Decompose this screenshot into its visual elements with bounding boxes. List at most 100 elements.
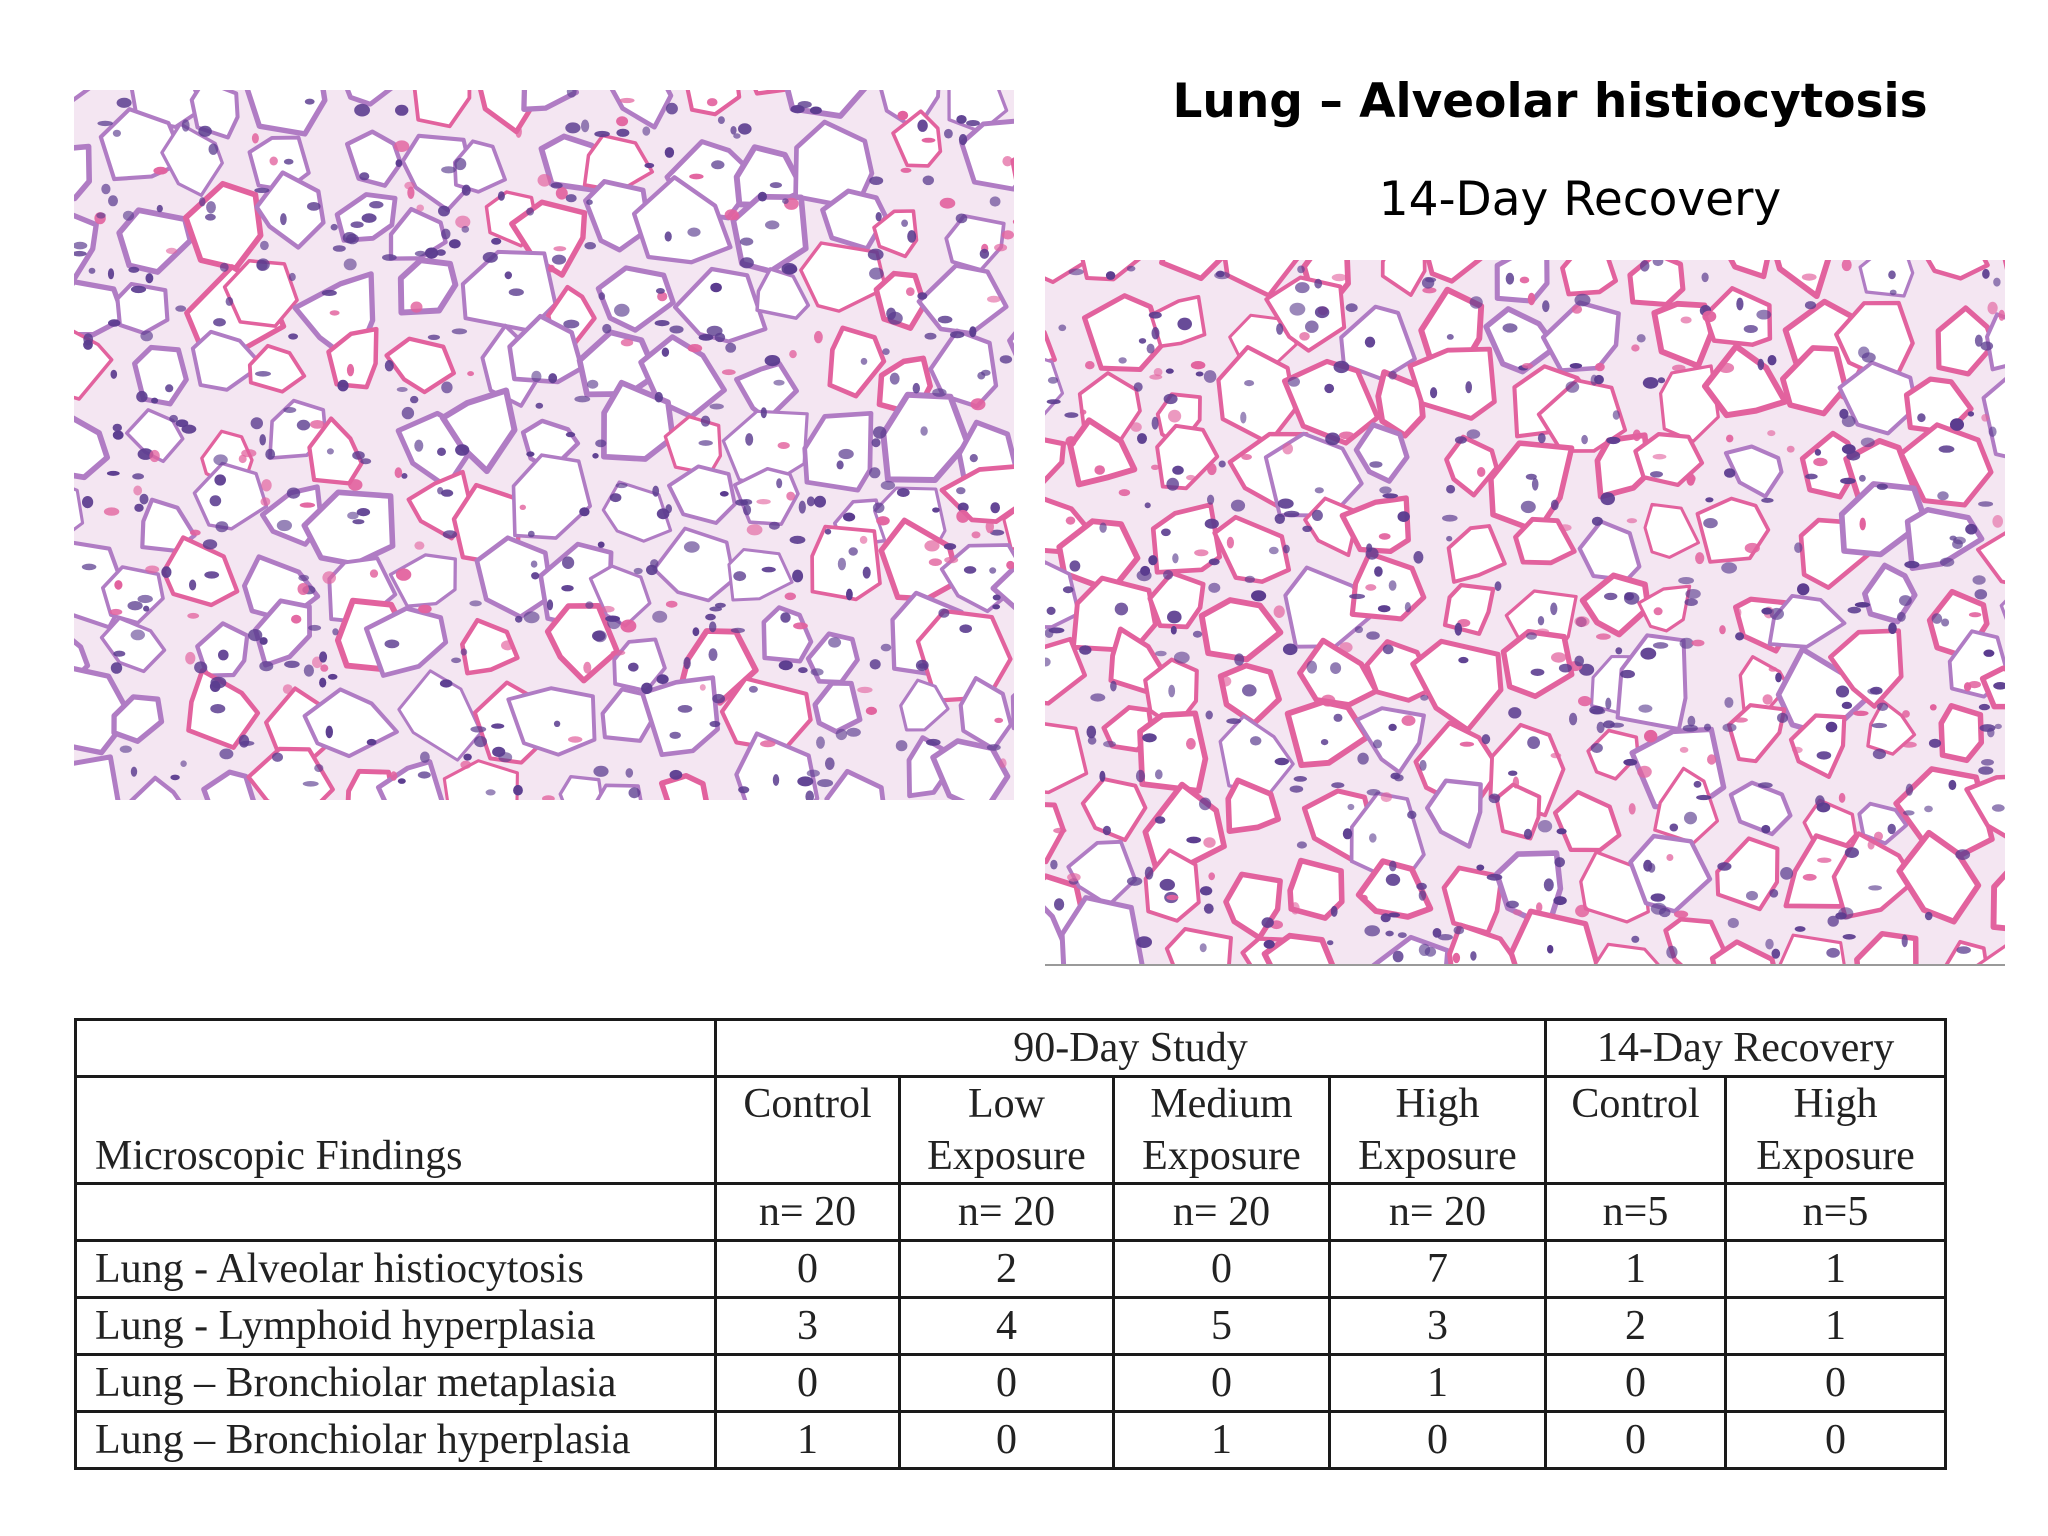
cell-nucleus — [592, 453, 599, 459]
alveolus-shape — [1858, 260, 1915, 298]
finding-label: Lung – Bronchiolar hyperplasia — [74, 1410, 717, 1470]
cell-nucleus — [550, 182, 563, 189]
cell-nucleus — [1452, 952, 1461, 964]
cell-nucleus — [1203, 903, 1214, 914]
cell-nucleus — [860, 357, 868, 365]
cell-nucleus — [1208, 558, 1220, 566]
alveolus-shape — [1837, 360, 1919, 436]
cell-nucleus — [299, 502, 316, 508]
cell-nucleus — [1721, 562, 1737, 574]
finding-count: 5 — [1112, 1296, 1331, 1356]
cell-nucleus — [1556, 828, 1567, 835]
cell-nucleus — [551, 254, 567, 265]
cell-nucleus — [491, 237, 502, 245]
blank-n-label-cell — [74, 1182, 717, 1242]
cell-nucleus — [238, 454, 247, 464]
cell-nucleus — [1844, 847, 1859, 858]
cell-nucleus — [1138, 338, 1147, 344]
cell-nucleus — [396, 387, 408, 392]
cell-nucleus — [1366, 789, 1381, 796]
cell-nucleus — [213, 318, 226, 327]
slide-subtitle: 14-Day Recovery — [1378, 172, 1782, 227]
alveolus-shape — [195, 621, 250, 678]
cell-nucleus — [1536, 902, 1543, 913]
alveolus-shape — [1159, 260, 1224, 282]
cell-nucleus — [1087, 736, 1097, 745]
cell-nucleus — [1623, 758, 1638, 766]
cell-nucleus — [109, 608, 123, 616]
cell-nucleus — [869, 176, 884, 185]
cell-nucleus — [369, 569, 379, 578]
alveolus-shape — [784, 90, 868, 119]
cell-nucleus — [1173, 651, 1190, 664]
cell-nucleus — [213, 454, 228, 466]
cell-nucleus — [944, 556, 959, 564]
cell-nucleus — [616, 116, 629, 127]
cell-nucleus — [657, 291, 668, 302]
cell-nucleus — [709, 720, 721, 728]
cell-nucleus — [901, 219, 908, 227]
cell-nucleus — [530, 560, 538, 568]
alveolus-shape — [1854, 930, 1919, 964]
cell-nucleus — [1064, 412, 1079, 418]
cell-nucleus — [81, 563, 97, 571]
cell-nucleus — [1638, 704, 1653, 713]
cell-nucleus — [1542, 300, 1550, 313]
cell-nucleus — [756, 499, 771, 505]
alveolus-shape — [1364, 639, 1437, 703]
cell-nucleus — [875, 212, 882, 222]
column-header-line1: Control — [1571, 1081, 1700, 1127]
cell-nucleus — [1502, 323, 1518, 333]
cell-nucleus — [1290, 902, 1300, 915]
cell-nucleus — [202, 539, 218, 550]
alveolus-shape — [1898, 422, 1994, 508]
cell-nucleus — [501, 640, 514, 651]
slide-title: Lung – Alveolar histiocytosis — [1172, 74, 1928, 129]
cell-nucleus — [185, 651, 196, 665]
cell-nucleus — [677, 705, 693, 713]
cell-nucleus — [1377, 605, 1391, 613]
cell-nucleus — [897, 110, 909, 121]
alveolus-shape — [1045, 437, 1067, 484]
cell-nucleus — [1571, 305, 1583, 314]
cell-nucleus — [504, 271, 512, 280]
alveolus-shape — [384, 336, 456, 395]
alveolus-shape — [1579, 572, 1652, 638]
cell-nucleus — [562, 556, 575, 569]
cell-nucleus — [1090, 693, 1106, 702]
cell-nucleus — [698, 440, 713, 446]
cell-nucleus — [1642, 377, 1659, 389]
cell-nucleus — [113, 650, 126, 657]
cell-nucleus — [745, 433, 754, 446]
cell-nucleus — [625, 768, 634, 778]
alveolus-shape — [1155, 423, 1220, 491]
cell-nucleus — [1717, 862, 1732, 871]
cell-nucleus — [1950, 418, 1964, 431]
histology-image-left — [74, 90, 1014, 800]
cell-nucleus — [210, 704, 226, 714]
finding-count: 1 — [1723, 1239, 1948, 1299]
cell-nucleus — [928, 558, 943, 566]
cell-nucleus — [1385, 873, 1401, 886]
cell-nucleus — [907, 230, 917, 243]
cell-nucleus — [1628, 803, 1636, 815]
alveolus-shape — [1536, 378, 1628, 453]
cell-nucleus — [329, 310, 340, 316]
cell-nucleus — [97, 120, 113, 127]
cell-nucleus — [320, 664, 329, 672]
cell-nucleus — [793, 622, 808, 630]
cell-nucleus — [730, 126, 737, 135]
cell-nucleus — [180, 760, 187, 767]
cell-nucleus — [215, 521, 229, 533]
cell-nucleus — [565, 122, 581, 134]
cell-nucleus — [474, 736, 487, 748]
cell-nucleus — [407, 186, 415, 199]
cell-nucleus — [778, 660, 793, 671]
cell-nucleus — [1205, 710, 1213, 720]
cell-nucleus — [261, 479, 272, 492]
cell-nucleus — [1905, 783, 1914, 796]
cell-nucleus — [1666, 854, 1674, 861]
column-header-high-exposure-recovery: High Exposure — [1723, 1075, 1948, 1185]
alveolus-shape — [1862, 562, 1918, 625]
cell-nucleus — [780, 612, 791, 623]
